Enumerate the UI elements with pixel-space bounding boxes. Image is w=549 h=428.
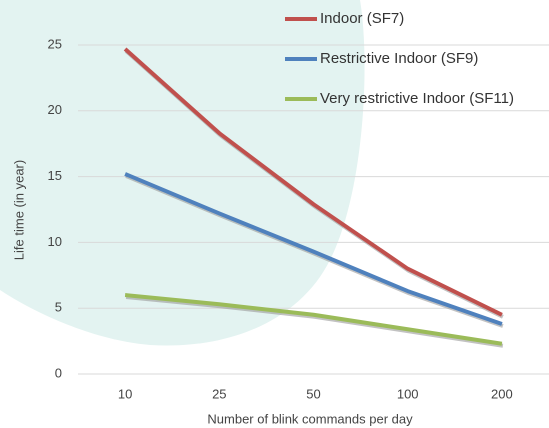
legend-label: Very restrictive Indoor (SF11) xyxy=(320,90,514,107)
legend-label: Indoor (SF7) xyxy=(320,10,404,27)
y-tick-label: 0 xyxy=(55,365,62,380)
x-tick-label: 100 xyxy=(397,386,419,401)
x-tick-label: 50 xyxy=(306,386,320,401)
x-tick-label: 10 xyxy=(118,386,132,401)
y-tick-label: 15 xyxy=(48,168,62,183)
y-axis-label: Life time (in year) xyxy=(11,160,26,260)
x-axis-label: Number of blink commands per day xyxy=(207,411,413,426)
x-tick-label: 200 xyxy=(491,386,513,401)
series-line xyxy=(124,293,503,346)
legend-label: Restrictive Indoor (SF9) xyxy=(320,50,478,67)
y-tick-label: 10 xyxy=(48,234,62,249)
y-tick-label: 20 xyxy=(48,102,62,117)
y-tick-label: 25 xyxy=(48,36,62,51)
series-line xyxy=(124,172,503,326)
x-tick-label: 25 xyxy=(212,386,226,401)
y-tick-label: 5 xyxy=(55,300,62,315)
series-line xyxy=(123,47,503,317)
background-blob xyxy=(0,0,365,346)
